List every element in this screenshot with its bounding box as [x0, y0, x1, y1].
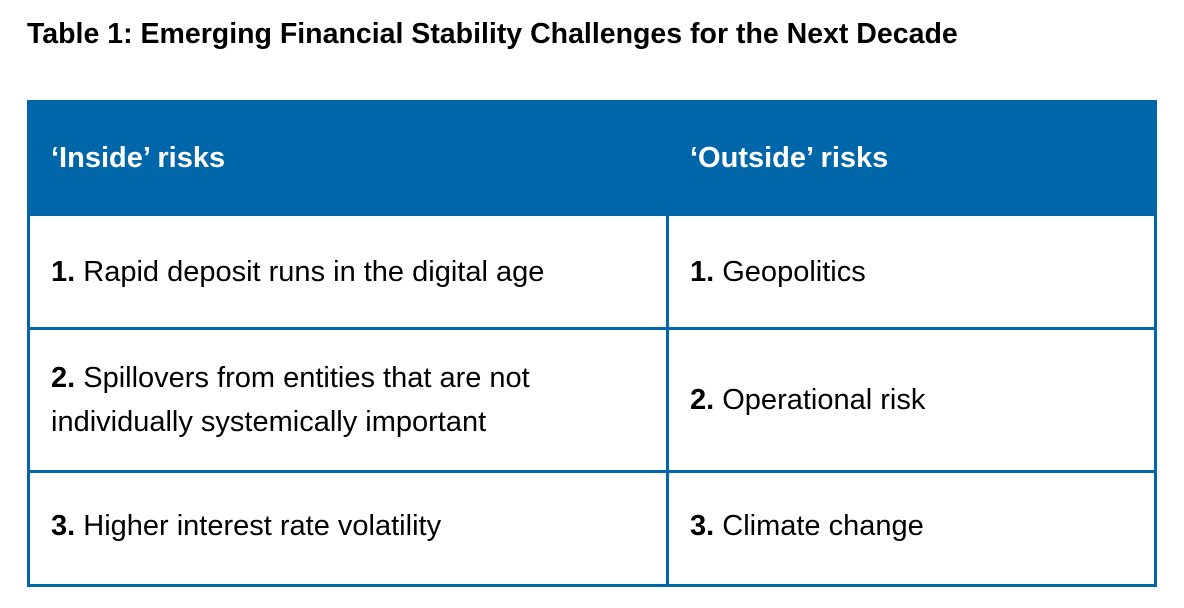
header-outside-risks: ‘Outside’ risks — [690, 141, 889, 174]
item-text: Geopolitics — [722, 255, 866, 288]
table-title: Table 1: Emerging Financial Stability Ch… — [27, 18, 958, 50]
table-header: ‘Inside’ risks ‘Outside’ risks — [27, 100, 1157, 216]
item-text: Higher interest rate volatility — [83, 509, 442, 542]
table-cell-inside-3: 3. Higher interest rate volatility — [51, 473, 651, 578]
header-inside-risks: ‘Inside’ risks — [51, 141, 226, 174]
row-divider — [30, 470, 1154, 473]
item-text: Spillovers from entities that are not in… — [51, 362, 530, 438]
item-number: 1. — [690, 255, 715, 288]
row-divider — [30, 327, 1154, 330]
item-text: Operational risk — [722, 384, 926, 416]
table-cell-inside-2: 2. Spillovers from entities that are not… — [51, 330, 641, 470]
item-number: 1. — [51, 255, 76, 288]
item-number: 3. — [51, 509, 76, 542]
item-text: Climate change — [722, 509, 924, 542]
table-cell-outside-1: 1. Geopolitics — [690, 216, 1140, 327]
table-cell-inside-1: 1. Rapid deposit runs in the digital age — [51, 216, 651, 327]
item-text: Rapid deposit runs in the digital age — [83, 255, 545, 288]
item-number: 3. — [690, 509, 715, 542]
table-cell-outside-2: 2. Operational risk — [690, 330, 1140, 470]
risks-table: ‘Inside’ risks ‘Outside’ risks 1. Rapid … — [27, 100, 1157, 587]
table-body: 1. Rapid deposit runs in the digital age… — [27, 216, 1157, 587]
column-divider — [666, 216, 669, 584]
item-number: 2. — [690, 384, 715, 416]
table-cell-outside-3: 3. Climate change — [690, 473, 1140, 578]
item-number: 2. — [51, 362, 76, 394]
